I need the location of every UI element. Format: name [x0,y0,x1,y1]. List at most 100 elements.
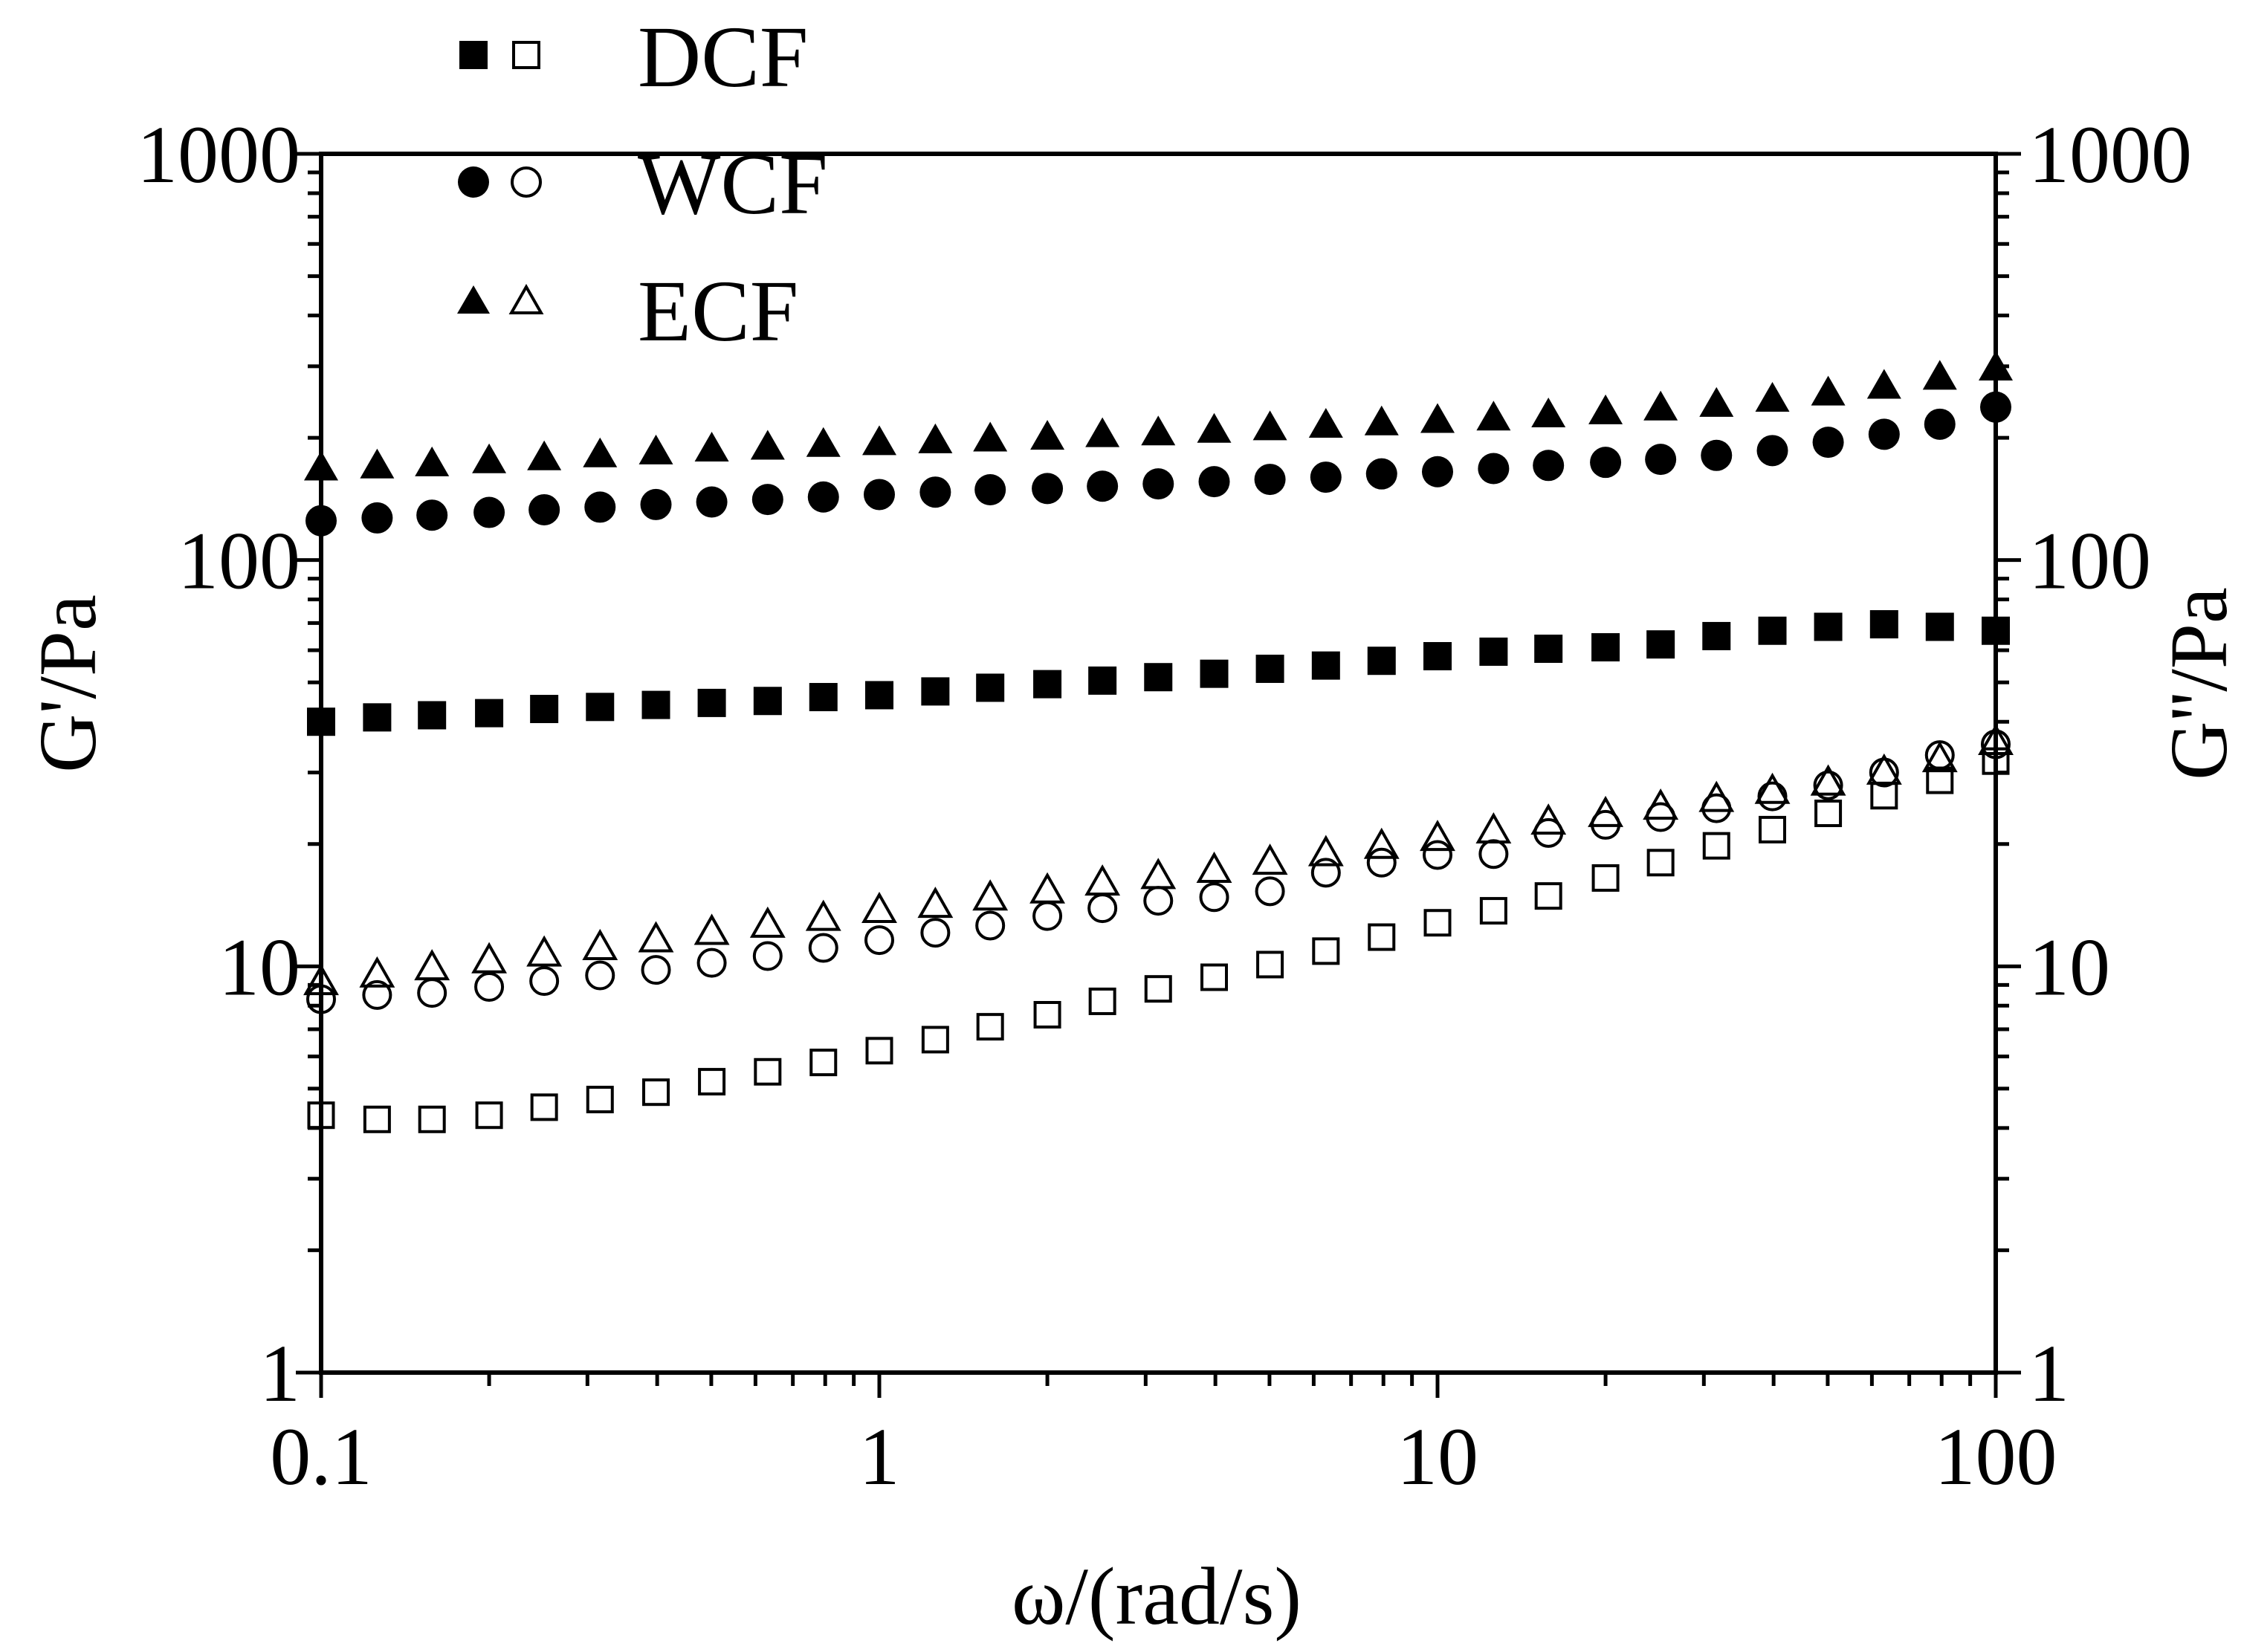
y-right-axis-title: G''/Pa [2153,587,2244,780]
data-point-dcf-g-double-prime [1368,923,1396,951]
legend-item-ecf: ECF [457,262,798,360]
data-point-wcf-g-double-prime [1423,840,1452,870]
data-point-dcf-g-prime [1367,647,1396,676]
data-point-wcf-g-prime [361,502,393,534]
data-point-wcf-g-double-prime [474,972,505,1002]
data-point-ecf-g-prime [1085,417,1120,447]
data-point-ecf-g-prime [1531,398,1566,428]
data-point-dcf-g-prime [1702,621,1731,650]
data-point-ecf-g-prime [360,448,395,479]
data-point-wcf-g-prime [751,484,783,516]
data-point-ecf-g-double-prime [749,906,786,938]
y-left-tick-label: 100 [178,516,300,606]
data-point-wcf-g-double-prime [752,941,783,971]
data-point-wcf-g-double-prime [1255,876,1285,907]
y-right-tick-label: 10 [2028,921,2110,1012]
legend-label-ecf: ECF [638,262,798,360]
data-point-wcf-g-prime [1310,461,1342,493]
series-ecf-storage-modulus [304,351,2013,481]
data-point-dcf-g-prime [1423,641,1452,670]
series-dcf-loss-modulus [307,747,2010,1133]
data-point-ecf-g-prime [806,427,841,457]
data-point-ecf-g-double-prime [1698,780,1735,812]
data-point-dcf-g-double-prime [1479,897,1507,925]
data-point-dcf-g-double-prime [1982,747,2010,775]
data-point-dcf-g-double-prime [1144,975,1172,1003]
data-point-dcf-g-prime [976,673,1005,702]
data-point-wcf-g-double-prime [417,978,447,1008]
data-point-ecf-g-double-prime [1921,741,1958,773]
data-point-dcf-g-prime [1255,654,1284,683]
data-point-dcf-g-double-prime [1534,882,1562,910]
data-point-dcf-g-double-prime [809,1049,838,1077]
y-right-tick-label: 1000 [2028,109,2192,200]
data-point-wcf-g-double-prime [1032,901,1063,931]
data-point-wcf-g-double-prime [1199,882,1229,913]
x-tick-labels: 0.1 1 10 100 [270,1411,2057,1502]
data-point-dcf-g-prime [475,699,504,728]
data-point-ecf-g-double-prime [693,913,730,945]
data-point-wcf-g-prime [1365,458,1397,490]
data-point-dcf-g-prime [1869,610,1898,639]
data-point-ecf-g-prime [1476,401,1511,431]
legend-open-circle-marker [511,166,542,198]
data-point-dcf-g-prime [641,690,670,719]
data-point-ecf-g-double-prime [1196,851,1232,883]
data-point-ecf-g-prime [583,437,618,467]
data-point-dcf-g-double-prime [363,1105,391,1133]
data-point-ecf-g-double-prime [414,949,450,981]
data-point-ecf-g-prime [1420,403,1455,433]
data-point-wcf-g-double-prime [1143,886,1174,916]
legend-filled-triangle-marker [457,285,490,314]
data-point-ecf-g-double-prime [582,928,618,960]
data-point-wcf-g-prime [1032,473,1064,505]
data-point-wcf-g-prime [1868,418,1900,450]
data-point-ecf-g-prime [1866,369,1901,399]
data-point-wcf-g-prime [305,505,337,537]
legend: DCF WCF ECF [457,8,828,360]
data-point-dcf-g-double-prime [475,1101,503,1130]
data-point-ecf-g-double-prime [1420,820,1455,852]
data-point-wcf-g-prime [974,473,1006,505]
data-point-wcf-g-prime [528,493,560,525]
x-tick-label: 0.1 [270,1411,372,1502]
data-point-wcf-g-prime [1422,456,1453,487]
data-point-dcf-g-double-prime [976,1013,1004,1041]
data-point-wcf-g-double-prime [1757,781,1788,812]
data-point-dcf-g-double-prime [1423,909,1452,937]
data-point-dcf-g-prime [1144,663,1173,692]
data-point-ecf-g-prime [472,443,507,473]
plot-frame [319,152,1998,1375]
data-point-wcf-g-prime [584,491,616,523]
data-point-ecf-g-prime [750,430,785,460]
legend-label-wcf: WCF [638,135,828,233]
data-point-wcf-g-double-prime [1981,729,2011,759]
data-point-wcf-g-double-prime [362,979,392,1010]
legend-label-dcf: DCF [638,8,809,106]
data-point-ecf-g-prime [1030,420,1065,450]
data-point-wcf-g-prime [1198,466,1230,498]
data-point-ecf-g-prime [1979,351,2013,381]
series-dcf-storage-modulus [307,610,2010,736]
data-point-wcf-g-prime [1142,468,1174,500]
data-point-dcf-g-prime [586,693,615,722]
legend-open-triangle-marker [508,283,544,314]
data-point-ecf-g-double-prime [526,935,563,967]
data-point-ecf-g-double-prime [1363,827,1400,859]
data-point-dcf-g-prime [1534,634,1563,663]
data-point-ecf-g-double-prime [1588,795,1624,827]
data-point-dcf-g-double-prime [530,1093,558,1121]
data-point-wcf-g-double-prime [1478,839,1509,869]
data-point-ecf-g-prime [1588,394,1623,424]
data-point-wcf-g-double-prime [1310,858,1341,888]
data-point-dcf-g-prime [1814,612,1843,641]
data-point-wcf-g-double-prime [808,933,838,963]
data-point-wcf-g-double-prime [920,918,951,948]
data-point-ecf-g-double-prime [359,956,395,988]
data-point-ecf-g-prime [973,421,1008,452]
data-point-wcf-g-prime [1980,391,2011,423]
data-point-dcf-g-prime [363,703,392,732]
data-point-ecf-g-double-prime [1866,753,1902,785]
data-point-dcf-g-double-prime [698,1068,726,1096]
legend-filled-circle-marker [458,166,489,198]
